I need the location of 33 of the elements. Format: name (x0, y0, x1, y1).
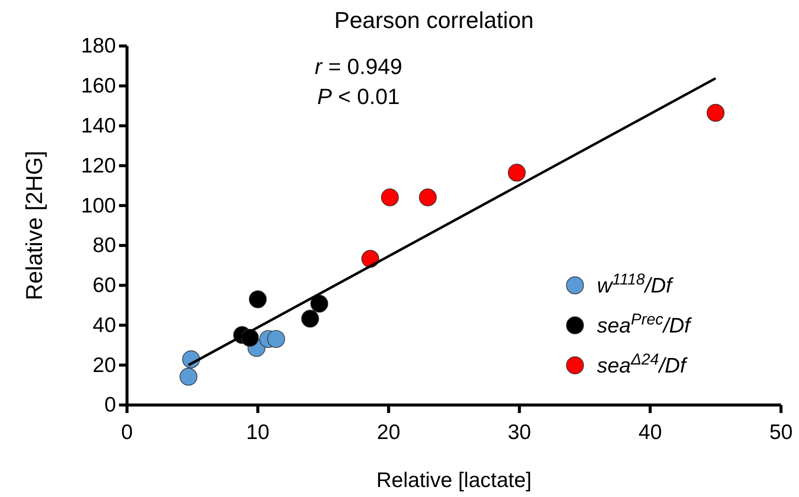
legend-label: sea$^{Prec}$/Df (597, 310, 692, 338)
point (508, 164, 526, 182)
y-axis-title: Relative [2HG] (21, 150, 47, 300)
x-tick-label: 0 (121, 421, 133, 444)
point (248, 290, 267, 308)
y-tick-label: 60 (92, 274, 116, 298)
x-tick-label: 50 (769, 421, 793, 444)
point (267, 330, 286, 348)
x-tick-label: 20 (376, 421, 400, 444)
legend-label: sea$^{Δ24}$/Df (597, 350, 688, 378)
y-tick-label: 0 (104, 394, 116, 417)
y-tick-label: 40 (92, 314, 116, 337)
y-tick-label: 140 (80, 114, 116, 138)
x-tick-label: 10 (246, 421, 270, 444)
chart-title: Pearson correlation (334, 7, 534, 33)
y-tick-label: 180 (80, 34, 116, 58)
point (418, 188, 437, 206)
y-tick-label: 20 (92, 354, 116, 377)
point (180, 368, 198, 386)
y-tick-label: 160 (80, 74, 116, 98)
legend-label: w$^{1118}$/Df (597, 270, 674, 298)
x-tick-label: 40 (638, 421, 662, 444)
y-tick-label: 120 (80, 154, 116, 178)
x-axis-title: Relative [lactate] (376, 469, 532, 492)
y-tick-label: 100 (80, 194, 116, 218)
point (381, 188, 399, 206)
annotation: r = 0.949 (314, 54, 402, 79)
annotation: P < 0.01 (317, 84, 400, 109)
point (310, 294, 328, 313)
x-tick-label: 30 (508, 421, 532, 444)
point (301, 310, 320, 328)
y-tick-label: 80 (92, 234, 116, 258)
point (706, 104, 725, 122)
